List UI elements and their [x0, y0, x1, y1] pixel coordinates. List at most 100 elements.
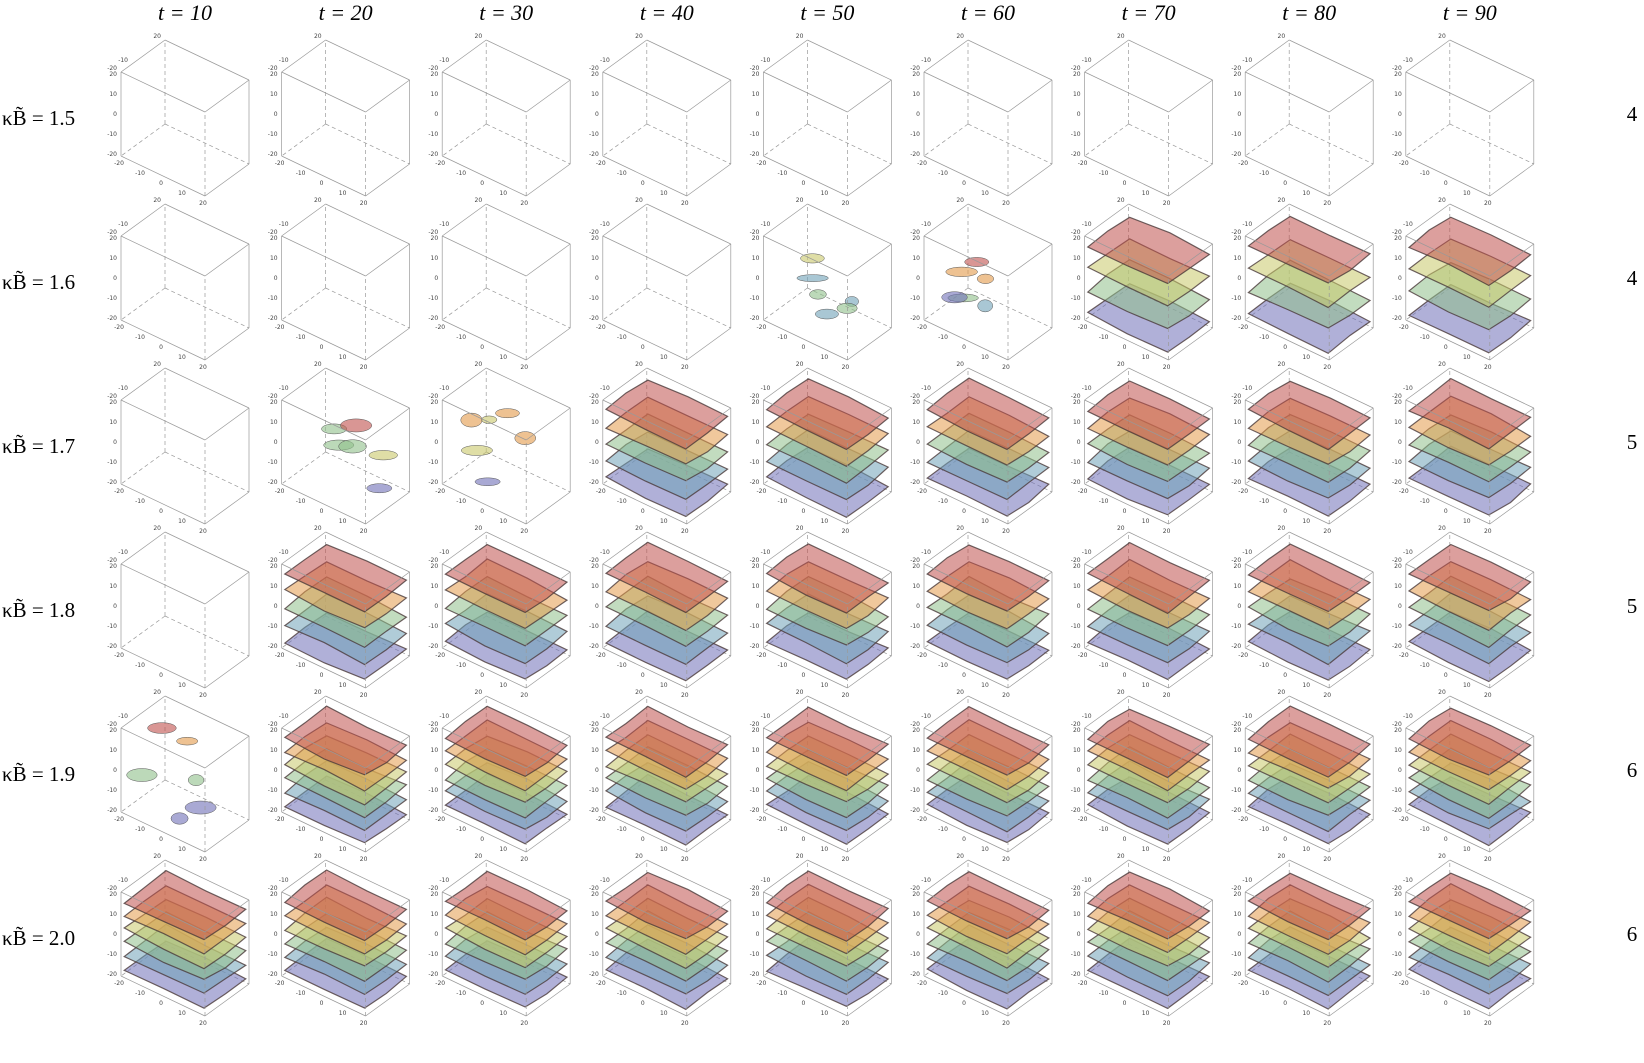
- box-edge: [281, 155, 366, 197]
- tick-label: 0: [595, 767, 599, 774]
- tick-label: -20: [107, 885, 117, 892]
- tick-label: 0: [1123, 508, 1127, 515]
- box-edge: [281, 891, 366, 933]
- tick-label: 20: [1394, 563, 1402, 570]
- tick-label: -10: [107, 623, 117, 630]
- tick-label: -10: [1231, 295, 1241, 302]
- tick-label: -10: [910, 131, 920, 138]
- tick-label: -10: [107, 295, 117, 302]
- box-edge: [164, 39, 250, 81]
- box-edge: [120, 563, 206, 605]
- tick-label: 20: [431, 235, 439, 242]
- box-edge: [847, 571, 892, 605]
- tick-label: -10: [428, 787, 438, 794]
- box-edge: [807, 859, 892, 901]
- tick-label: 20: [314, 525, 322, 532]
- box-edge: [923, 367, 969, 401]
- tick-label: -10: [921, 549, 931, 556]
- tick-label: -20: [107, 807, 117, 814]
- tick-label: -20: [917, 324, 927, 331]
- layer-sheet: [444, 543, 569, 614]
- box-edge: [442, 483, 527, 525]
- tick-label: 0: [320, 344, 324, 351]
- tick-label: -20: [1231, 315, 1241, 322]
- tick-label: -10: [761, 549, 771, 556]
- tick-label: 20: [1278, 689, 1286, 696]
- tick-label: 10: [499, 846, 507, 853]
- tick-label: 10: [660, 190, 668, 197]
- box-edge: [602, 123, 648, 157]
- tick-label: -20: [1392, 971, 1402, 978]
- tick-label: -20: [268, 885, 278, 892]
- box-edge: [1245, 399, 1330, 441]
- tick-label: 20: [912, 71, 920, 78]
- tick-label: -10: [761, 221, 771, 228]
- tick-label: -20: [268, 971, 278, 978]
- tick-label: 0: [159, 672, 163, 679]
- tick-label: -10: [1082, 57, 1092, 64]
- tick-label: -10: [1099, 662, 1109, 669]
- tick-label: -20: [435, 816, 445, 823]
- tick-label: -20: [107, 229, 117, 236]
- box-edge: [1168, 163, 1213, 197]
- tick-label: -10: [1231, 131, 1241, 138]
- tick-label: -20: [428, 721, 438, 728]
- tick-label: 20: [153, 689, 161, 696]
- tick-label: 10: [1234, 583, 1242, 590]
- tick-label: 20: [360, 856, 368, 863]
- tick-label: 20: [520, 364, 528, 371]
- tick-label: 10: [270, 255, 278, 262]
- tick-label: -20: [589, 315, 599, 322]
- tick-label: 10: [1463, 846, 1471, 853]
- box-edge: [164, 287, 250, 329]
- box-edge: [847, 79, 892, 113]
- tick-label: 20: [109, 399, 117, 406]
- box-edge: [1489, 163, 1535, 197]
- tick-label: -10: [921, 877, 931, 884]
- tick-label: -20: [428, 885, 438, 892]
- tick-label: 0: [641, 1000, 645, 1007]
- box-edge: [1289, 859, 1374, 901]
- tick-label: 20: [591, 727, 599, 734]
- tick-label: -10: [428, 131, 438, 138]
- box-edge: [602, 155, 687, 197]
- tick-label: -10: [1259, 498, 1269, 505]
- tick-label: 10: [821, 682, 829, 689]
- tick-label: -20: [589, 65, 599, 72]
- tick-label: 10: [178, 1010, 186, 1017]
- fragment: [176, 736, 199, 746]
- tick-label: -10: [1242, 713, 1252, 720]
- tick-label: -20: [435, 488, 445, 495]
- tick-label: -10: [279, 877, 289, 884]
- box-edge: [441, 367, 487, 401]
- fragment: [340, 418, 373, 433]
- box-edge: [646, 39, 731, 81]
- tick-label: 20: [475, 197, 483, 204]
- tick-label: -20: [756, 980, 766, 987]
- tick-label: -10: [1242, 221, 1252, 228]
- tick-label: 10: [431, 91, 439, 98]
- tick-label: 20: [109, 563, 117, 570]
- tick-label: -10: [1403, 221, 1413, 228]
- row-count: 5: [1627, 594, 1638, 618]
- box-edge: [847, 819, 892, 853]
- layer-sheet: [604, 379, 729, 450]
- tick-label: -20: [589, 393, 599, 400]
- tick-label: -20: [1392, 65, 1402, 72]
- tick-label: 10: [1234, 255, 1242, 262]
- box-edge: [923, 71, 1009, 113]
- tick-label: 20: [1163, 364, 1171, 371]
- tick-label: 10: [660, 518, 668, 525]
- box-edge: [763, 695, 808, 729]
- tick-label: 10: [912, 911, 920, 918]
- tick-label: 20: [956, 33, 964, 40]
- tick-label: 10: [1073, 583, 1081, 590]
- tick-label: -10: [600, 385, 610, 392]
